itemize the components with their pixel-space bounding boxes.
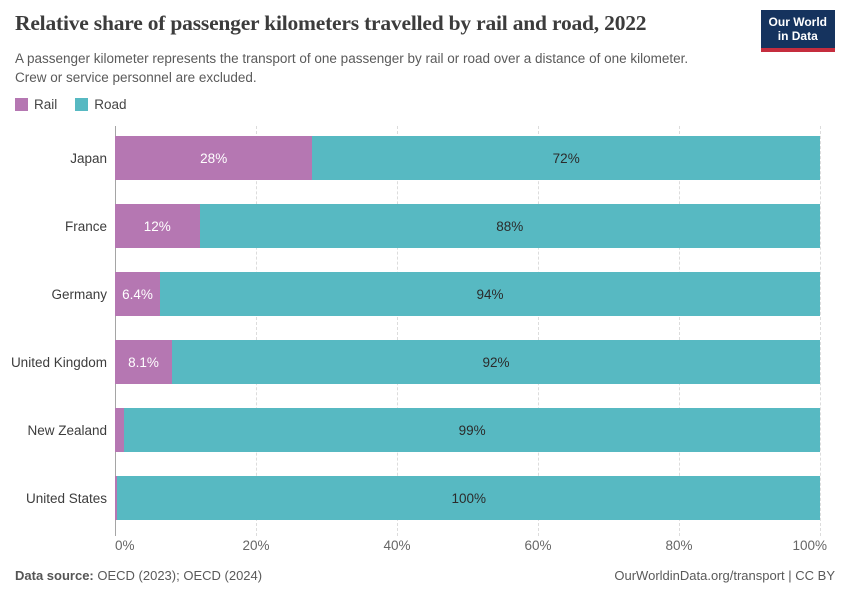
legend-label: Road [94, 97, 127, 112]
x-tick-label: 80% [665, 538, 693, 553]
country-label: United States [25, 490, 107, 506]
data-source-value: OECD (2023); OECD (2024) [93, 568, 263, 583]
legend-label: Rail [34, 97, 58, 112]
gridline [256, 126, 257, 536]
rail-value-label: 6.4% [122, 286, 153, 302]
x-tick-label: 0% [115, 538, 135, 553]
gridline [820, 126, 821, 536]
rail-segment[interactable] [115, 408, 125, 452]
chart-subtitle: A passenger kilometer represents the tra… [15, 51, 689, 85]
road-value-label: 92% [482, 354, 510, 370]
rail-segment[interactable]: 28% [115, 136, 313, 180]
road-value-label: 99% [458, 422, 486, 438]
legend: Rail Road [15, 97, 127, 112]
gridline [679, 126, 680, 536]
data-source: Data source: OECD (2023); OECD (2024) [15, 568, 262, 583]
gridline [397, 126, 398, 536]
country-label: United Kingdom [10, 354, 107, 370]
road-segment[interactable]: 72% [312, 136, 820, 180]
legend-item-road[interactable]: Road [75, 97, 127, 112]
road-value-label: 94% [476, 286, 504, 302]
road-segment[interactable]: 94% [160, 272, 820, 316]
bar-row: United States 100% [26, 476, 820, 520]
road-segment[interactable]: 99% [124, 408, 820, 452]
road-value-label: 72% [552, 150, 580, 166]
gridline [538, 126, 539, 536]
road-segment[interactable]: 92% [172, 340, 820, 384]
country-label: Japan [70, 150, 107, 166]
legend-swatch-icon [75, 98, 89, 111]
bar-row: New Zealand 99% [27, 408, 820, 452]
bar-row: Germany 6.4% 94% [51, 272, 820, 316]
country-label: France [64, 218, 107, 234]
rail-value-label: 12% [143, 218, 171, 234]
license-link[interactable]: OurWorldinData.org/transport | CC BY [614, 568, 835, 583]
road-value-label: 88% [496, 218, 524, 234]
owid-logo-line1: Our World [768, 15, 827, 29]
page-title: Relative share of passenger kilometers t… [15, 11, 647, 35]
bar-row: United Kingdom 8.1% 92% [11, 340, 820, 384]
legend-swatch-icon [15, 98, 28, 111]
x-tick-label: 60% [524, 538, 552, 553]
chart-footer: Data source: OECD (2023); OECD (2024) Ou… [15, 568, 835, 583]
rail-value-label: 8.1% [128, 354, 159, 370]
bar-chart: Japan 28% 72% France 12% 88% Germany 6.4% 94% Uni… [11, 126, 827, 553]
x-tick-label: 100% [792, 538, 827, 553]
legend-item-rail[interactable]: Rail [15, 97, 57, 112]
rail-segment[interactable]: 8.1% [115, 340, 173, 384]
rail-segment[interactable]: 12% [115, 204, 200, 248]
data-source-label: Data source: [15, 568, 94, 583]
road-value-label: 100% [451, 490, 486, 506]
x-tick-label: 20% [242, 538, 270, 553]
rail-segment[interactable]: 6.4% [115, 272, 161, 316]
owid-logo[interactable]: Our World in Data [760, 10, 835, 52]
country-label: Germany [51, 286, 107, 302]
bar-row: Japan 28% 72% [70, 136, 820, 180]
x-tick-label: 40% [383, 538, 411, 553]
country-label: New Zealand [27, 422, 107, 438]
owid-logo-line2: in Data [777, 29, 818, 44]
road-segment[interactable]: 100% [117, 476, 820, 520]
bar-row: France 12% 88% [65, 204, 820, 248]
rail-segment[interactable] [115, 476, 118, 520]
x-axis: 0% 20% 40% 60% 80% 100% [115, 538, 827, 556]
rail-value-label: 28% [200, 150, 228, 166]
y-axis-spine [115, 126, 116, 536]
road-segment[interactable]: 88% [199, 204, 820, 248]
